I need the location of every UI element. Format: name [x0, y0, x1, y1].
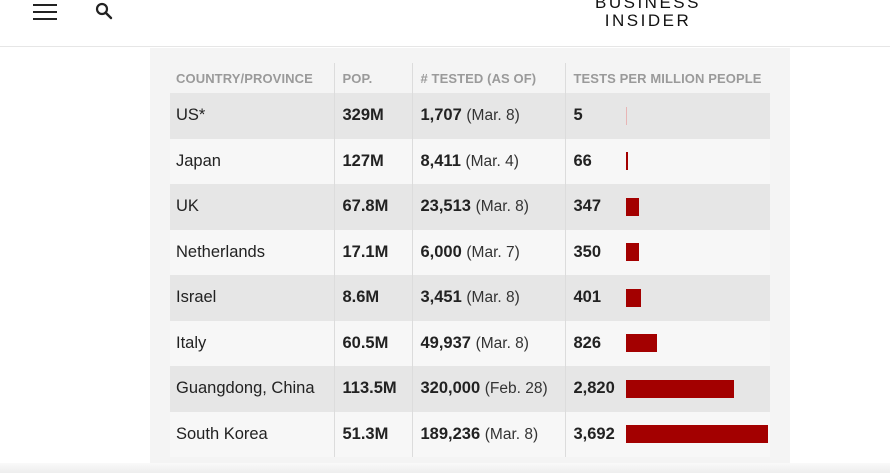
tests-per-million-value: 66 — [573, 151, 592, 170]
column-header-population: POP. — [333, 63, 412, 93]
table-row: Netherlands 17.1M 6,000 (Mar. 7) 350 — [170, 229, 770, 275]
cell-country: South Korea — [170, 411, 334, 457]
tests-per-million-bar — [625, 288, 641, 307]
search-icon[interactable] — [95, 2, 113, 20]
cell-tested: 3,451 (Mar. 8) — [411, 275, 565, 321]
cell-tested: 189,236 (Mar. 8) — [411, 411, 565, 457]
tests-per-million-value: 826 — [573, 333, 602, 352]
cell-population: 8.6M — [333, 275, 412, 321]
cell-country: US* — [170, 93, 334, 139]
cell-tests-per-million: 5 — [564, 93, 770, 139]
cell-tests-per-million: 401 — [564, 275, 770, 321]
tests-per-million-value: 347 — [573, 197, 602, 216]
tested-count: 3,451 — [420, 288, 462, 307]
cell-tests-per-million: 2,820 — [564, 366, 770, 412]
cell-tested: 8,411 (Mar. 4) — [411, 138, 565, 184]
tested-date: (Mar. 8) — [484, 425, 539, 443]
tests-per-million-value: 2,820 — [573, 379, 615, 398]
tests-per-million-bar — [625, 334, 658, 353]
cell-tests-per-million: 347 — [564, 184, 770, 230]
table-row: Italy 60.5M 49,937 (Mar. 8) 826 — [170, 320, 770, 366]
tests-per-million-bar — [625, 197, 639, 216]
table-row: Israel 8.6M 3,451 (Mar. 8) 401 — [170, 275, 770, 321]
tested-count: 1,707 — [420, 106, 462, 125]
cell-country: Japan — [170, 138, 334, 184]
tested-count: 6,000 — [420, 242, 462, 261]
table-body: US* 329M 1,707 (Mar. 8) 5 Japan 127M 8,411 (Ma… — [170, 93, 770, 457]
tests-per-million-value: 401 — [573, 288, 602, 307]
tested-count: 23,513 — [420, 197, 471, 216]
column-header-country: COUNTRY/PROVINCE — [176, 70, 313, 86]
cell-country: Italy — [170, 320, 334, 366]
tests-per-million-bar — [625, 243, 639, 262]
tests-per-million-value: 350 — [573, 242, 602, 261]
column-header-tests-per-million: TESTS PER MILLION PEOPLE — [564, 63, 770, 93]
tests-per-million-bar — [625, 152, 629, 171]
cell-population: 60.5M — [333, 320, 412, 366]
tested-date: (Mar. 8) — [466, 107, 520, 125]
table-row: Guangdong, China 113.5M 320,000 (Feb. 28) 2… — [170, 366, 770, 412]
bottom-shadow — [0, 463, 890, 473]
tests-per-million-bar — [625, 379, 734, 398]
cell-country: Israel — [170, 275, 334, 321]
hamburger-menu-icon[interactable] — [33, 4, 57, 20]
cell-tests-per-million: 66 — [564, 138, 770, 184]
cell-country: Guangdong, China — [170, 366, 334, 412]
tested-count: 320,000 — [420, 379, 481, 398]
cell-population: 127M — [333, 138, 412, 184]
cell-tested: 1,707 (Mar. 8) — [411, 93, 565, 139]
tests-per-million-value: 3,692 — [573, 424, 615, 443]
cell-population: 17.1M — [333, 229, 412, 275]
tests-per-million-value: 5 — [573, 106, 583, 125]
tests-per-million-bar — [625, 106, 627, 125]
tested-date: (Mar. 8) — [475, 334, 529, 352]
logo-line-2: INSIDER — [604, 11, 692, 30]
cell-tests-per-million: 826 — [564, 320, 770, 366]
table-header-row: COUNTRY/PROVINCE POP. # TESTED (AS OF) T… — [170, 63, 770, 93]
tested-date: (Mar. 8) — [466, 289, 520, 307]
cell-tests-per-million: 350 — [564, 229, 770, 275]
logo-line-1: BUSINESS — [595, 0, 701, 12]
cell-population: 329M — [333, 93, 412, 139]
tested-count: 49,937 — [420, 333, 471, 352]
top-navigation-bar: BUSINESS INSIDER — [0, 0, 890, 47]
tested-date: (Mar. 8) — [475, 198, 529, 216]
business-insider-logo[interactable]: BUSINESS INSIDER — [593, 0, 703, 30]
testing-comparison-table: COUNTRY/PROVINCE POP. # TESTED (AS OF) T… — [170, 63, 770, 457]
cell-tested: 320,000 (Feb. 28) — [411, 366, 565, 412]
table-row: Japan 127M 8,411 (Mar. 4) 66 — [170, 138, 770, 184]
cell-population: 67.8M — [333, 184, 412, 230]
tested-count: 189,236 — [420, 424, 481, 443]
cell-population: 51.3M — [333, 411, 412, 457]
cell-population: 113.5M — [333, 366, 412, 412]
table-row: UK 67.8M 23,513 (Mar. 8) 347 — [170, 184, 770, 230]
cell-tested: 49,937 (Mar. 8) — [411, 320, 565, 366]
tested-count: 8,411 — [420, 151, 461, 170]
cell-tested: 6,000 (Mar. 7) — [411, 229, 565, 275]
cell-country: Netherlands — [170, 229, 334, 275]
cell-tests-per-million: 3,692 — [564, 411, 770, 457]
cell-country: UK — [170, 184, 334, 230]
tested-date: (Feb. 28) — [484, 380, 548, 398]
tested-date: (Mar. 4) — [465, 152, 519, 170]
tests-per-million-bar — [625, 425, 768, 444]
table-row: US* 329M 1,707 (Mar. 8) 5 — [170, 93, 770, 139]
table-row: South Korea 51.3M 189,236 (Mar. 8) 3,692 — [170, 411, 770, 457]
column-header-tested: # TESTED (AS OF) — [411, 63, 565, 93]
tested-date: (Mar. 7) — [466, 243, 520, 261]
cell-tested: 23,513 (Mar. 8) — [411, 184, 565, 230]
